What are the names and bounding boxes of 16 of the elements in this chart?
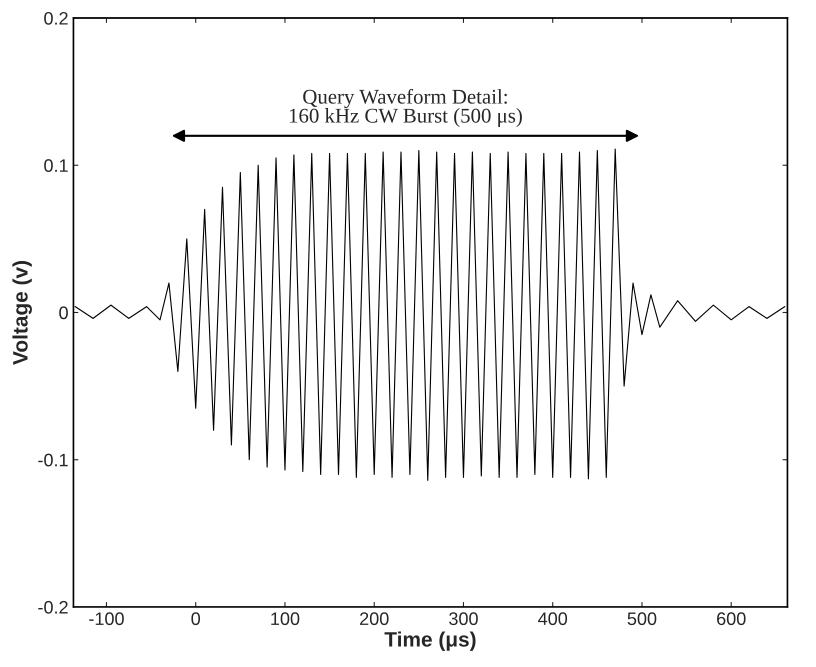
x-tick-label: 400: [538, 612, 568, 626]
y-tick-label: 0: [59, 306, 68, 320]
x-axis-title: Time (μs): [384, 631, 476, 651]
y-tick-label: -0.1: [38, 454, 68, 466]
x-tick-label: 300: [449, 612, 478, 626]
x-tick-label: 500: [628, 612, 656, 626]
y-axis-title: Voltage (v): [12, 261, 32, 365]
annotation: Query Waveform Detail: 160 kHz CW Burst (500 μs): [290, 88, 522, 127]
y-tick-label: 0.2: [44, 12, 68, 25]
y-tick-label: -0.2: [38, 600, 68, 614]
y-tick-label: 0.1: [44, 159, 68, 172]
x-tick-label: -100: [89, 612, 124, 626]
x-tick-label: 600: [717, 612, 746, 626]
x-tick-label: 200: [360, 612, 389, 626]
x-tick-label: 100: [271, 612, 300, 626]
x-tick-label: 0: [191, 612, 200, 626]
